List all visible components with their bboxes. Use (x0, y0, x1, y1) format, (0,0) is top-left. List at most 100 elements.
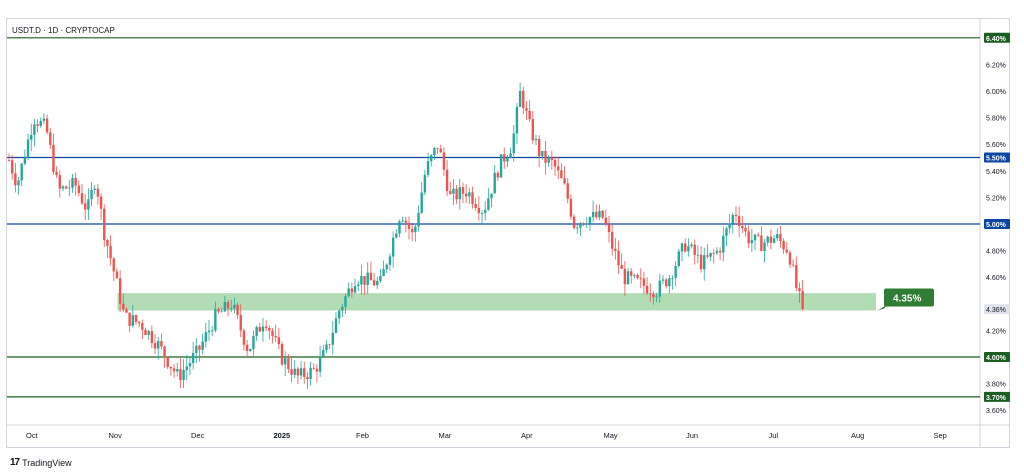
tradingview-branding[interactable]: 17 TradingView (10, 457, 72, 468)
candle-body (141, 323, 144, 330)
candle-body (569, 198, 573, 217)
candle-body (677, 251, 681, 267)
candle-body (769, 236, 773, 243)
level-label-3: 4.00% (986, 355, 1007, 362)
last-price-label: 4.36% (986, 307, 1006, 314)
candle-body (655, 296, 658, 298)
candle-body (379, 276, 382, 281)
candle-body (185, 366, 188, 370)
candle-body (198, 345, 201, 350)
candle-body (779, 234, 782, 242)
candle-body (598, 210, 601, 218)
candle-body (220, 311, 223, 313)
candle-body (455, 188, 458, 200)
candle-body (322, 349, 325, 357)
candle-body (445, 169, 449, 192)
candle-body (642, 278, 646, 286)
candle-body (169, 366, 173, 369)
candle-body (452, 188, 455, 194)
candle-body (588, 217, 592, 224)
candle-body (515, 106, 519, 134)
candle-body (341, 306, 344, 311)
candle-body (217, 309, 220, 312)
candle-body (195, 345, 198, 354)
candle-body (360, 276, 363, 285)
candle-body (271, 330, 274, 336)
candle-body (414, 226, 417, 233)
candle-body (166, 357, 169, 367)
candle-body (353, 286, 357, 293)
candle-body (17, 180, 20, 186)
level-label-0: 6.40% (986, 36, 1007, 43)
candle-body (410, 228, 414, 233)
candle-body (731, 214, 735, 224)
candle-body (312, 367, 315, 369)
candle-body (671, 278, 674, 279)
candle-body (144, 329, 147, 335)
candle-body (680, 243, 684, 252)
candle-body (210, 330, 214, 332)
candle-body (64, 186, 68, 189)
candle-body (118, 278, 122, 304)
candle-body (658, 280, 661, 297)
candle-body (109, 245, 112, 259)
level-label-bg-3 (984, 352, 1010, 362)
candle-body (480, 213, 484, 214)
candle-body (331, 332, 335, 345)
chart-panel[interactable] (6, 18, 1010, 448)
candle-body (718, 250, 722, 253)
candle-body (493, 172, 496, 194)
candle-body (442, 152, 446, 170)
candle-body (468, 192, 471, 197)
y-tick-label-8: 5.80% (986, 116, 1006, 123)
candle-body (176, 369, 179, 372)
candle-body (595, 211, 598, 218)
candle-body (753, 234, 757, 241)
candle-body (512, 133, 515, 154)
candle-body (610, 232, 614, 249)
candle-body (207, 330, 211, 333)
x-tick-label-5: Mar (439, 431, 452, 440)
candle-body (93, 188, 96, 190)
candle-body (334, 318, 338, 333)
candle-body (649, 293, 652, 294)
candle-body (464, 193, 468, 197)
candle-body (404, 220, 408, 223)
candle-body (306, 376, 309, 380)
x-tick-label-11: Sep (934, 431, 947, 440)
candle-body (188, 363, 192, 367)
x-tick-label-1: Nov (109, 431, 123, 440)
candle-body (134, 315, 138, 322)
candle-body (407, 222, 411, 229)
candle-body (391, 237, 395, 257)
candle-body (576, 227, 579, 229)
candle-body (630, 271, 633, 276)
candle-body (52, 144, 55, 172)
candle-body (506, 158, 509, 162)
candle-body (96, 188, 100, 197)
candle-body (87, 199, 90, 210)
candle-body (522, 90, 525, 109)
candle-body (639, 278, 642, 279)
candle-body (696, 254, 700, 256)
candle-body (223, 302, 227, 312)
candle-body (499, 154, 503, 178)
candle-body (150, 331, 154, 344)
candle-body (582, 223, 585, 225)
candle-body (798, 288, 801, 292)
candle-body (382, 269, 385, 277)
candle-body (264, 326, 268, 328)
candle-body (706, 255, 709, 257)
candle-body (544, 150, 547, 163)
candle-body (45, 118, 49, 133)
candle-body (201, 341, 204, 350)
candle-body (458, 187, 461, 200)
candle-body (71, 177, 74, 188)
tradingview-logo-icon: 17 (10, 457, 20, 468)
candle-body (572, 216, 576, 228)
candle-body (344, 296, 347, 307)
candle-body (503, 154, 506, 162)
x-tick-label-8: Jun (686, 431, 698, 440)
candle-body (557, 166, 560, 171)
